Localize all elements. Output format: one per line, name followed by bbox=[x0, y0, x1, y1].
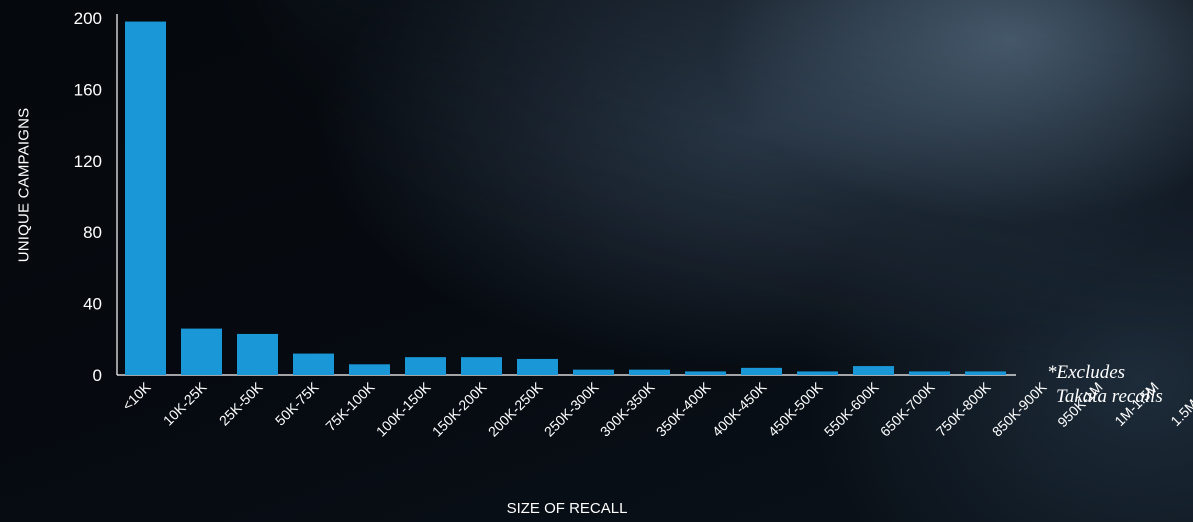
x-tick-label: 200K-250K bbox=[485, 378, 546, 439]
bar bbox=[125, 21, 166, 375]
x-axis-label: SIZE OF RECALL bbox=[506, 500, 628, 517]
x-tick-label: 150K-200K bbox=[429, 378, 490, 439]
x-tick-label: 75K-100K bbox=[322, 378, 378, 434]
bar bbox=[797, 371, 838, 375]
bar bbox=[461, 357, 502, 375]
footnote: *Excludes Takata recalls bbox=[1047, 361, 1163, 409]
y-tick-label: 160 bbox=[74, 80, 102, 99]
x-tick-label: 250K-300K bbox=[541, 378, 602, 439]
bar bbox=[741, 367, 782, 375]
y-tick-label: 200 bbox=[74, 9, 102, 28]
bar bbox=[909, 371, 950, 375]
x-tick-label: 10K-25K bbox=[160, 378, 210, 428]
x-tick-label: 450K-500K bbox=[765, 378, 826, 439]
x-tick-label: 1.5M-2M bbox=[1167, 379, 1193, 429]
x-tick-label: 300K-350K bbox=[597, 378, 658, 439]
bar bbox=[237, 333, 278, 375]
x-tick-label: 100K-150K bbox=[373, 378, 434, 439]
y-tick-label: 0 bbox=[93, 366, 102, 385]
bar bbox=[293, 353, 334, 375]
x-tick-label: 25K-50K bbox=[216, 378, 266, 428]
x-tick-label: <10K bbox=[119, 378, 154, 413]
footnote-line-2: Takata recalls bbox=[1056, 386, 1163, 407]
bar bbox=[181, 328, 222, 375]
bar bbox=[853, 366, 894, 375]
bar bbox=[685, 371, 726, 375]
bar bbox=[573, 369, 614, 375]
y-tick-label: 120 bbox=[74, 152, 102, 171]
bar bbox=[405, 357, 446, 375]
x-tick-label: 650K-700K bbox=[877, 378, 938, 439]
x-tick-label: 400K-450K bbox=[709, 378, 770, 439]
x-tick-label: 350K-400K bbox=[653, 378, 714, 439]
y-tick-label: 40 bbox=[83, 295, 102, 314]
bar bbox=[349, 364, 390, 375]
footnote-line-1: *Excludes bbox=[1047, 362, 1126, 383]
y-tick-label: 80 bbox=[83, 223, 102, 242]
x-tick-label: 850K-900K bbox=[989, 378, 1050, 439]
bar bbox=[965, 371, 1006, 375]
x-tick-label: 50K-75K bbox=[272, 378, 322, 428]
bar bbox=[517, 358, 558, 375]
x-tick-label: 550K-600K bbox=[821, 378, 882, 439]
y-axis-label: UNIQUE CAMPAIGNS bbox=[15, 107, 33, 263]
bar bbox=[629, 369, 670, 375]
x-tick-label: 750K-800K bbox=[933, 378, 994, 439]
